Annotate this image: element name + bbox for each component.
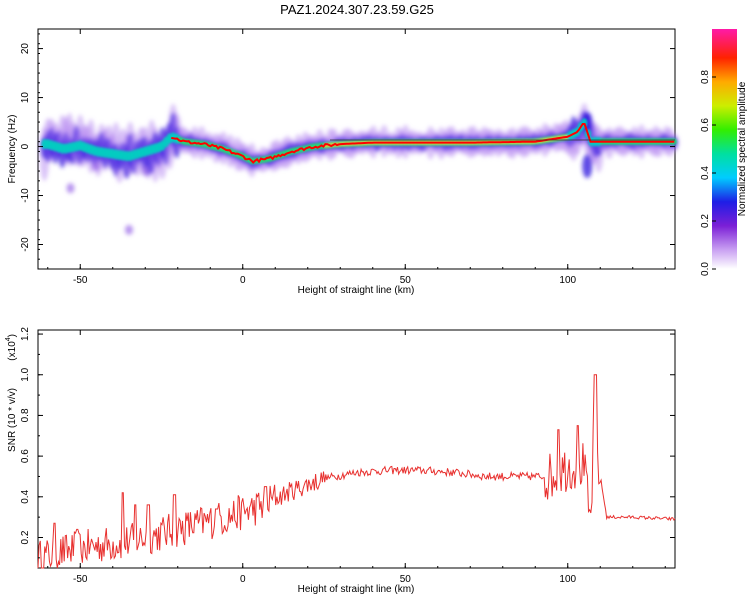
spectrogram-y-tick-label: -10 — [20, 188, 31, 203]
spectrogram-outlier — [141, 166, 150, 177]
snr-y-ticks: 0.2 0.4 0.6 0.8 1.0 1.2 — [20, 327, 675, 559]
spectrogram-x-ticks: -50 0 50 100 — [47, 29, 666, 286]
snr-y-tick-label: 1.2 — [20, 327, 31, 341]
spectrogram-x-tick-label: 50 — [400, 275, 412, 286]
snr-panel: 0.2 0.4 0.6 0.8 1.0 1.2 -50 0 50 100 Height of s… — [5, 327, 676, 595]
snr-multiplier: (x104) — [5, 334, 18, 361]
colorbar: 0.0 0.2 0.4 0.6 0.8 Normalized spectral ampl… — [700, 29, 748, 276]
colorbar-tick-label: 0.8 — [700, 70, 711, 84]
figure-title: PAZ1.2024.307.23.59.G25 — [280, 2, 434, 17]
snr-plot-area — [37, 329, 676, 569]
snr-x-tick-label: 0 — [240, 574, 246, 585]
snr-y-tick-label: 0.8 — [20, 408, 31, 422]
colorbar-ticks: 0.0 0.2 0.4 0.6 0.8 — [700, 70, 716, 276]
colorbar-label: Normalized spectral amplitude — [737, 81, 748, 216]
spectrogram-ridge-line — [171, 123, 675, 164]
spectrogram-y-tick-label: 0 — [20, 143, 31, 149]
snr-y-axis-label: SNR (10 * v/v) — [7, 388, 18, 452]
colorbar-tick-label: 0.0 — [700, 262, 711, 276]
spectrogram-outlier — [66, 183, 75, 194]
spectrogram-y-tick-label: -20 — [20, 237, 31, 252]
snr-x-axis-label: Height of straight line (km) — [298, 584, 415, 595]
spectrogram-x-axis-label: Height of straight line (km) — [298, 285, 415, 296]
colorbar-tick-label: 0.2 — [700, 214, 711, 228]
snr-y-tick-label: 0.2 — [20, 530, 31, 544]
snr-multiplier-exp: 4 — [5, 337, 12, 341]
spectrogram-x-tick-label: -50 — [73, 275, 88, 286]
snr-multiplier-base: (x10 — [7, 341, 18, 361]
snr-y-tick-label: 0.4 — [20, 489, 31, 503]
spectrogram-outlier — [125, 224, 133, 235]
snr-x-tick-label: 50 — [400, 574, 412, 585]
spectrogram-y-axis-label: Frequency (Hz) — [7, 115, 18, 184]
svg-text:(x104): (x104) — [5, 334, 18, 361]
spectrogram-y-ticks: 20 10 0 -10 -20 — [20, 33, 675, 270]
spectrogram-outlier — [92, 161, 101, 172]
spectrogram-y-tick-label: 20 — [20, 43, 31, 55]
spectrogram-y-tick-label: 10 — [20, 92, 31, 104]
snr-x-ticks: -50 0 50 100 — [47, 330, 666, 585]
snr-x-tick-label: 100 — [559, 574, 576, 585]
spectrogram-x-tick-label: 0 — [240, 275, 246, 286]
colorbar-tick-label: 0.4 — [700, 166, 711, 180]
snr-line — [37, 374, 676, 569]
snr-y-tick-label: 0.6 — [20, 449, 31, 463]
colorbar-tick-label: 0.6 — [700, 118, 711, 132]
spectrogram-x-tick-label: 100 — [559, 275, 576, 286]
colorbar-gradient — [712, 29, 737, 269]
snr-y-tick-label: 1.0 — [20, 367, 31, 381]
snr-x-tick-label: -50 — [73, 574, 88, 585]
